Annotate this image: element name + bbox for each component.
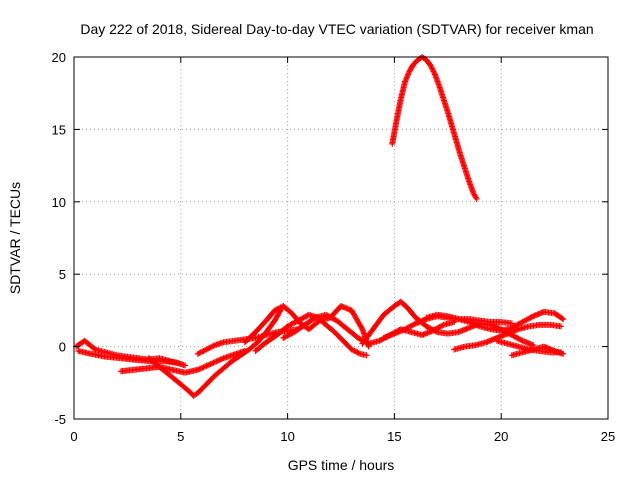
data-point <box>182 362 189 369</box>
data-point <box>411 321 418 328</box>
y-tick-label: -5 <box>54 412 66 427</box>
series-arc-k <box>423 308 567 334</box>
data-points <box>73 54 567 399</box>
x-tick-label: 15 <box>387 429 401 444</box>
x-tick-label: 10 <box>280 429 294 444</box>
data-point <box>432 328 439 335</box>
data-point <box>91 345 98 352</box>
y-tick-label: 0 <box>59 340 66 355</box>
x-tick-label: 20 <box>494 429 508 444</box>
series-arc-l <box>451 321 565 353</box>
y-tick-label: 20 <box>52 50 66 65</box>
data-point <box>473 195 480 202</box>
data-point <box>560 350 567 357</box>
x-tick-label: 5 <box>177 429 184 444</box>
data-point <box>358 324 365 331</box>
data-point <box>439 322 446 329</box>
data-point <box>558 323 565 330</box>
x-tick-label: 25 <box>601 429 615 444</box>
data-point <box>560 316 567 323</box>
series-arc-peak <box>389 54 480 202</box>
axis-ticks: 0 5 10 15 20 25 -5 0 5 10 15 20 <box>52 50 616 444</box>
data-point <box>311 315 318 322</box>
plot-frame <box>73 56 609 420</box>
series-arc-f <box>241 303 372 350</box>
x-axis-label: GPS time / hours <box>288 457 395 473</box>
data-point <box>558 315 565 322</box>
data-point <box>528 313 535 320</box>
y-tick-label: 15 <box>52 122 66 137</box>
y-tick-label: 10 <box>52 195 66 210</box>
x-tick-label: 0 <box>70 429 77 444</box>
series-arc-g <box>252 311 370 359</box>
series-arc-b <box>75 347 189 369</box>
chart-title: Day 222 of 2018, Sidereal Day-to-day VTE… <box>80 21 593 37</box>
data-point <box>363 352 370 359</box>
y-axis-label: SDTVAR / TECUs <box>7 182 23 294</box>
series-arc-n <box>508 343 567 359</box>
data-point <box>518 337 525 344</box>
series-arc-d <box>145 305 285 399</box>
y-tick-label: 5 <box>59 267 66 282</box>
